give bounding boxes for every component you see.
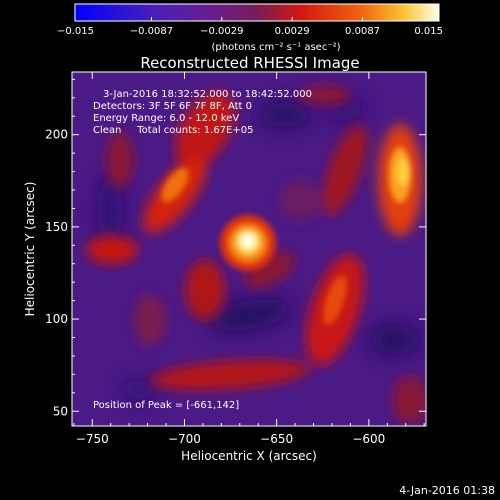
- y-axis-label: Heliocentric Y (arcsec): [23, 182, 37, 317]
- image-annotations: 3-Jan-2016 18:32:52.000 to 18:42:52.000 …: [93, 89, 312, 411]
- x-tick-label: −650: [260, 432, 293, 446]
- footer-date: 4-Jan-2016 01:38: [399, 484, 495, 497]
- chart-title: Reconstructed RHESSI Image: [140, 54, 359, 72]
- plot-frame: [71, 71, 427, 427]
- colorbar-tick-label: −0.015: [57, 26, 94, 37]
- colorbar-unit-label: (photons cm⁻² s⁻¹ asec⁻²): [211, 42, 340, 53]
- colorbar-tick-label: −0.0029: [200, 26, 243, 37]
- x-axis-ticks: −750 −700 −650 −600: [73, 72, 425, 446]
- colorbar-tick-label: 0.015: [414, 26, 443, 37]
- heatmap-bright-regions: [161, 147, 411, 325]
- y-tick-label: 50: [53, 404, 68, 418]
- colorbar-tick-label: −0.0087: [130, 26, 173, 37]
- annotation-clean-counts: Clean Total counts: 1.67E+05: [93, 125, 253, 136]
- colorbar-tick-label: 0.0029: [275, 26, 310, 37]
- heatmap-red-structures: [86, 85, 426, 424]
- x-axis-label: Heliocentric X (arcsec): [181, 449, 317, 463]
- y-tick-label: 100: [45, 312, 68, 326]
- colorbar-tick-label: 0.0087: [345, 26, 380, 37]
- x-tick-label: −600: [352, 432, 385, 446]
- annotation-time-range: 3-Jan-2016 18:32:52.000 to 18:42:52.000: [103, 89, 312, 100]
- x-tick-label: −750: [76, 432, 109, 446]
- x-tick-label: −700: [168, 432, 201, 446]
- colorbar-frame: [74, 3, 440, 22]
- y-tick-label: 200: [45, 128, 68, 142]
- colorbar-ticks: −0.015 −0.0087 −0.0029 0.0029 0.0087 0.015: [57, 17, 443, 37]
- annotation-detectors: Detectors: 3F 5F 6F 7F 8F, Att 0: [93, 101, 252, 112]
- y-axis-ticks: 50 100 150 200: [45, 78, 426, 418]
- heatmap-dark-lobes: [98, 100, 421, 400]
- peak-position-label: Position of Peak = [-661,142]: [93, 400, 239, 411]
- colorbar: −0.015 −0.0087 −0.0029 0.0029 0.0087 0.015 (p…: [57, 3, 443, 53]
- heatmap: [72, 72, 426, 426]
- annotation-energy-range: Energy Range: 6.0 - 12.0 keV: [93, 113, 239, 124]
- colorbar-gradient: [75, 4, 439, 21]
- y-tick-label: 150: [45, 220, 68, 234]
